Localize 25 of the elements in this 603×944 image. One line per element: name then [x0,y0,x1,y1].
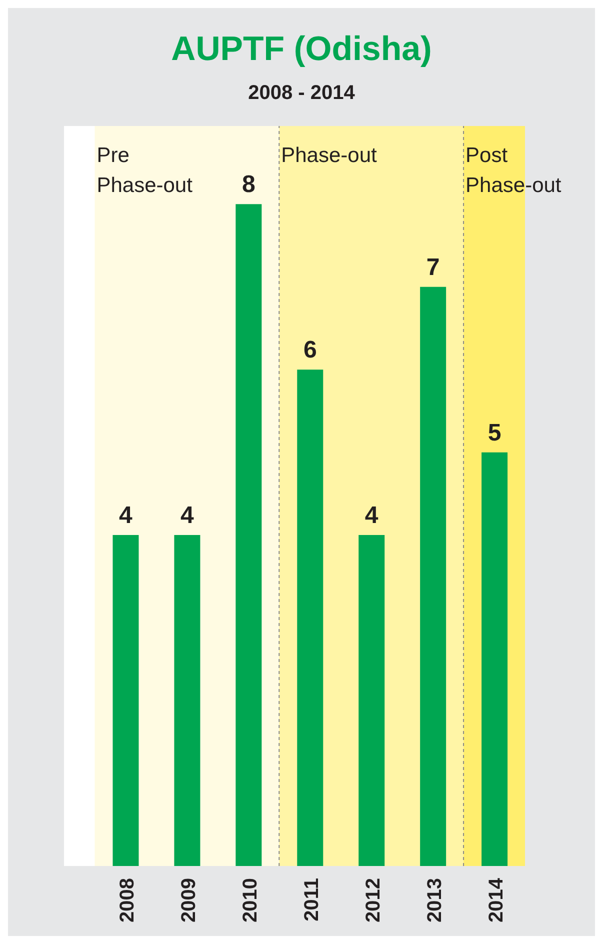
data-label: 4 [180,502,195,530]
bar [174,535,200,866]
bar [236,204,262,866]
band-label: Phase-out [281,144,378,167]
x-tick-label: 2014 [485,877,508,922]
x-tick-label: 2008 [116,878,138,922]
bar [420,286,446,866]
data-label: 6 [303,336,317,364]
data-label: 7 [426,254,440,281]
chart-title: AUPTF (Odisha) [170,29,433,70]
band-label: Pre Phase-out [96,144,193,197]
data-label: 4 [364,502,379,530]
x-tick-label: 2013 [424,878,446,922]
bar [482,452,508,866]
chart-subtitle: 2008 - 2014 [247,81,356,106]
bar [358,535,385,866]
data-label: 8 [242,171,256,198]
x-tick-label: 2012 [362,878,384,922]
bar [297,370,324,866]
x-tick-label: 2009 [178,878,200,922]
bar [112,535,139,866]
x-tick-label: 2010 [239,878,262,922]
data-label: 5 [488,419,502,446]
x-tick-label: 2011 [300,878,323,922]
data-label: 4 [119,502,134,530]
